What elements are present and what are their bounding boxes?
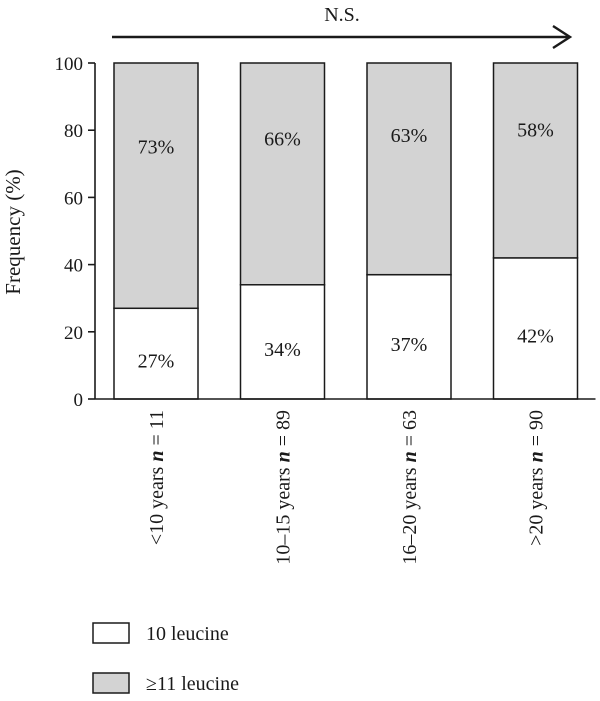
y-tick-label: 60	[64, 188, 83, 209]
data-label-lower-3: 37%	[391, 334, 428, 356]
trend-arrow-head	[552, 24, 573, 50]
legend-swatch-2	[92, 672, 130, 694]
y-axis: 0 20 40 60 80 100	[55, 54, 96, 411]
data-label-upper-3: 63%	[391, 125, 428, 147]
annotation-text: N.S.	[324, 4, 360, 26]
legend-label-1: 10 leucine	[146, 623, 229, 645]
x-tick-label-2: 10–15 years n = 89	[273, 410, 295, 565]
trend-arrow: N.S.	[112, 4, 573, 50]
data-label-lower-2: 34%	[264, 339, 301, 361]
legend: 10 leucine ≥11 leucine	[92, 622, 239, 695]
bar-segment-lower-4	[492, 257, 579, 400]
data-label-lower-4: 42%	[517, 325, 554, 347]
data-label-upper-1: 73%	[138, 136, 175, 158]
y-tick-label: 0	[74, 390, 84, 411]
bar-segment-upper-1	[113, 62, 199, 310]
y-tick-label: 100	[55, 54, 84, 75]
y-tick-label: 20	[64, 323, 83, 344]
y-tick-label: 40	[64, 256, 83, 277]
x-tick-label-1: <10 years n = 11	[146, 410, 168, 545]
bar-segment-lower-3	[366, 273, 452, 400]
y-axis-title: Frequency (%)	[1, 169, 25, 294]
x-tick-label-3: 16–20 years n = 63	[399, 410, 421, 565]
x-tick-label-4: >20 years n = 90	[526, 410, 548, 546]
x-axis: <10 years n = 11 10–15 years n = 89 16–20 …	[95, 398, 596, 565]
bar-segment-upper-2	[239, 62, 326, 286]
bar-segment-lower-1	[113, 307, 199, 400]
bars-group: 27% 73% 34% 66% 37% 63% 42% 58%	[113, 62, 579, 400]
data-label-lower-1: 27%	[138, 351, 175, 373]
data-label-upper-4: 58%	[517, 119, 554, 141]
legend-swatch-1	[92, 622, 130, 644]
bar-segment-upper-4	[492, 62, 579, 259]
bar-segment-upper-3	[366, 62, 452, 276]
data-label-upper-2: 66%	[264, 128, 301, 150]
legend-label-2: ≥11 leucine	[146, 673, 239, 695]
y-tick-label: 80	[64, 121, 83, 142]
